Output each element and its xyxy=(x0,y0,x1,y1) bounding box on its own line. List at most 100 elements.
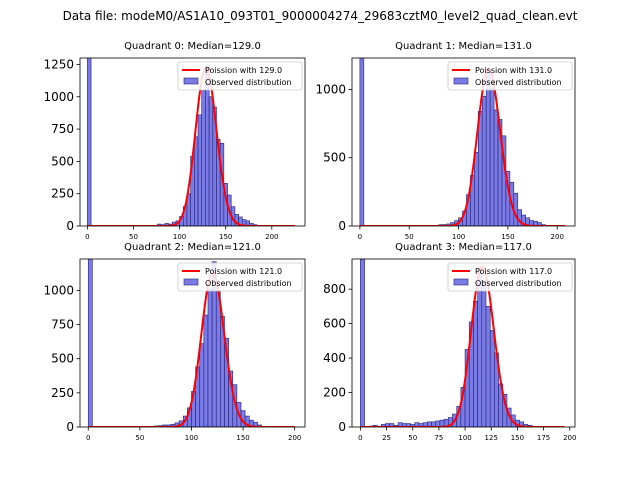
histogram-bar xyxy=(477,269,483,427)
x-tick-label: 25 xyxy=(382,434,391,442)
legend-bar-label: Observed distribution xyxy=(205,279,292,288)
x-tick-label: 0 xyxy=(86,434,90,442)
legend-line-label: Poission with 121.0 xyxy=(205,267,282,276)
x-tick-label: 50 xyxy=(408,434,417,442)
y-tick-label: 1250 xyxy=(43,57,74,71)
subplot-title: Quadrant 2: Median=121.0 xyxy=(124,242,261,253)
histogram-bar xyxy=(360,259,365,427)
histogram-bar xyxy=(474,151,479,226)
legend-bar-label: Observed distribution xyxy=(205,78,292,87)
subplot-title: Quadrant 3: Median=117.0 xyxy=(395,242,532,253)
legend-bar-swatch xyxy=(453,77,469,85)
x-tick-label: 0 xyxy=(85,233,89,241)
histogram-bar xyxy=(207,288,213,427)
legend: Poission with 117.0 Observed distribution xyxy=(447,262,573,292)
axes-frame xyxy=(79,258,306,428)
legend-line-label: Poission with 129.0 xyxy=(205,66,282,75)
legend-bar-label: Observed distribution xyxy=(475,279,562,288)
histogram-bar xyxy=(208,96,214,226)
histogram-bars xyxy=(87,58,258,226)
subplot-3: Quadrant 3: Median=117.0 0 25 50 75 100 125 150… xyxy=(323,242,576,442)
histogram-bar xyxy=(215,290,221,427)
histogram-bar xyxy=(481,280,487,427)
poisson-fit-line xyxy=(359,67,566,226)
subplot-0: Quadrant 0: Median=129.0 0 50 100 150 200 0 250… xyxy=(43,41,306,241)
legend-bar-swatch xyxy=(453,278,469,286)
subplot-title: Quadrant 1: Median=131.0 xyxy=(395,41,532,52)
y-tick-label: 250 xyxy=(51,187,74,201)
histogram-bar xyxy=(485,306,491,427)
legend-box xyxy=(177,61,303,91)
histogram-bar xyxy=(197,114,203,226)
y-tick-label: 500 xyxy=(323,151,346,165)
legend-line-label: Poission with 117.0 xyxy=(475,267,552,276)
y-tick-label: 0 xyxy=(338,219,346,233)
histogram-bar xyxy=(359,58,365,226)
x-tick-label: 150 xyxy=(219,233,232,241)
subplot-1: Quadrant 1: Median=131.0 0 50 100 150 200 0 500… xyxy=(315,41,576,241)
x-tick-label: 100 xyxy=(458,434,471,442)
subplot-grid: Quadrant 0: Median=129.00 50 100 150 2000250… xyxy=(43,41,576,442)
histogram-bar xyxy=(201,90,206,226)
y-tick-label: 0 xyxy=(66,219,74,233)
x-tick-label: 100 xyxy=(173,233,186,241)
x-tick-label: 200 xyxy=(265,233,278,241)
histogram-bar xyxy=(489,330,495,427)
x-tick-label: 200 xyxy=(563,434,576,442)
axes-frame xyxy=(351,258,576,428)
histogram-bar xyxy=(203,314,209,427)
x-tick-label: 175 xyxy=(537,434,550,442)
histogram-bar xyxy=(489,87,495,226)
histogram-bar xyxy=(253,421,258,427)
histogram-bar xyxy=(493,109,499,226)
y-tick-label: 0 xyxy=(66,420,74,434)
x-tick-label: 125 xyxy=(485,434,498,442)
y-tick-label: 200 xyxy=(323,386,346,400)
y-tick-label: 1000 xyxy=(315,82,346,96)
legend: Poission with 121.0 Observed distribution xyxy=(177,262,303,292)
legend: Poission with 129.0 Observed distribution xyxy=(177,61,303,91)
y-tick-label: 0 xyxy=(338,420,346,434)
y-tick-label: 1000 xyxy=(43,283,74,297)
legend: Poission with 131.0 Observed distribution xyxy=(447,61,573,91)
x-tick-label: 100 xyxy=(452,233,465,241)
subplot-2: Quadrant 2: Median=121.0 0 50 100 150 200 0 250… xyxy=(43,242,306,442)
x-tick-label: 150 xyxy=(236,434,249,442)
y-tick-label: 400 xyxy=(323,351,346,365)
legend-box xyxy=(447,262,573,292)
histogram-bar xyxy=(194,136,199,226)
histogram-bar xyxy=(478,110,483,226)
axes-frame xyxy=(79,57,306,227)
histogram-bar xyxy=(485,72,491,226)
y-tick-label: 500 xyxy=(51,154,74,168)
x-tick-label: 150 xyxy=(511,434,524,442)
y-tick-label: 800 xyxy=(323,282,346,296)
legend-line-label: Poission with 131.0 xyxy=(475,66,552,75)
x-tick-label: 200 xyxy=(551,233,564,241)
x-tick-label: 200 xyxy=(288,434,301,442)
axes-frame xyxy=(351,57,576,227)
legend-bar-swatch xyxy=(183,278,199,286)
x-tick-label: 75 xyxy=(434,434,443,442)
histogram-bar xyxy=(87,259,93,427)
x-tick-label: 50 xyxy=(135,434,144,442)
histogram-bars xyxy=(87,259,267,427)
x-tick-label: 50 xyxy=(405,233,414,241)
legend-box xyxy=(177,262,303,292)
poisson-fit-line xyxy=(87,66,295,226)
legend-bar-label: Observed distribution xyxy=(475,78,562,87)
histogram-bar xyxy=(481,95,487,226)
legend-box xyxy=(447,61,573,91)
y-tick-label: 250 xyxy=(51,386,74,400)
histogram-bar xyxy=(473,300,478,427)
x-tick-label: 0 xyxy=(358,434,362,442)
histogram-bar xyxy=(537,222,542,226)
x-tick-label: 50 xyxy=(129,233,138,241)
x-tick-label: 100 xyxy=(185,434,198,442)
y-tick-label: 750 xyxy=(51,318,74,332)
x-tick-label: 0 xyxy=(358,233,362,241)
legend-bar-swatch xyxy=(183,77,199,85)
x-tick-label: 150 xyxy=(501,233,514,241)
figure-title: Data file: modeM0/AS1A10_093T01_90000042… xyxy=(63,9,578,23)
